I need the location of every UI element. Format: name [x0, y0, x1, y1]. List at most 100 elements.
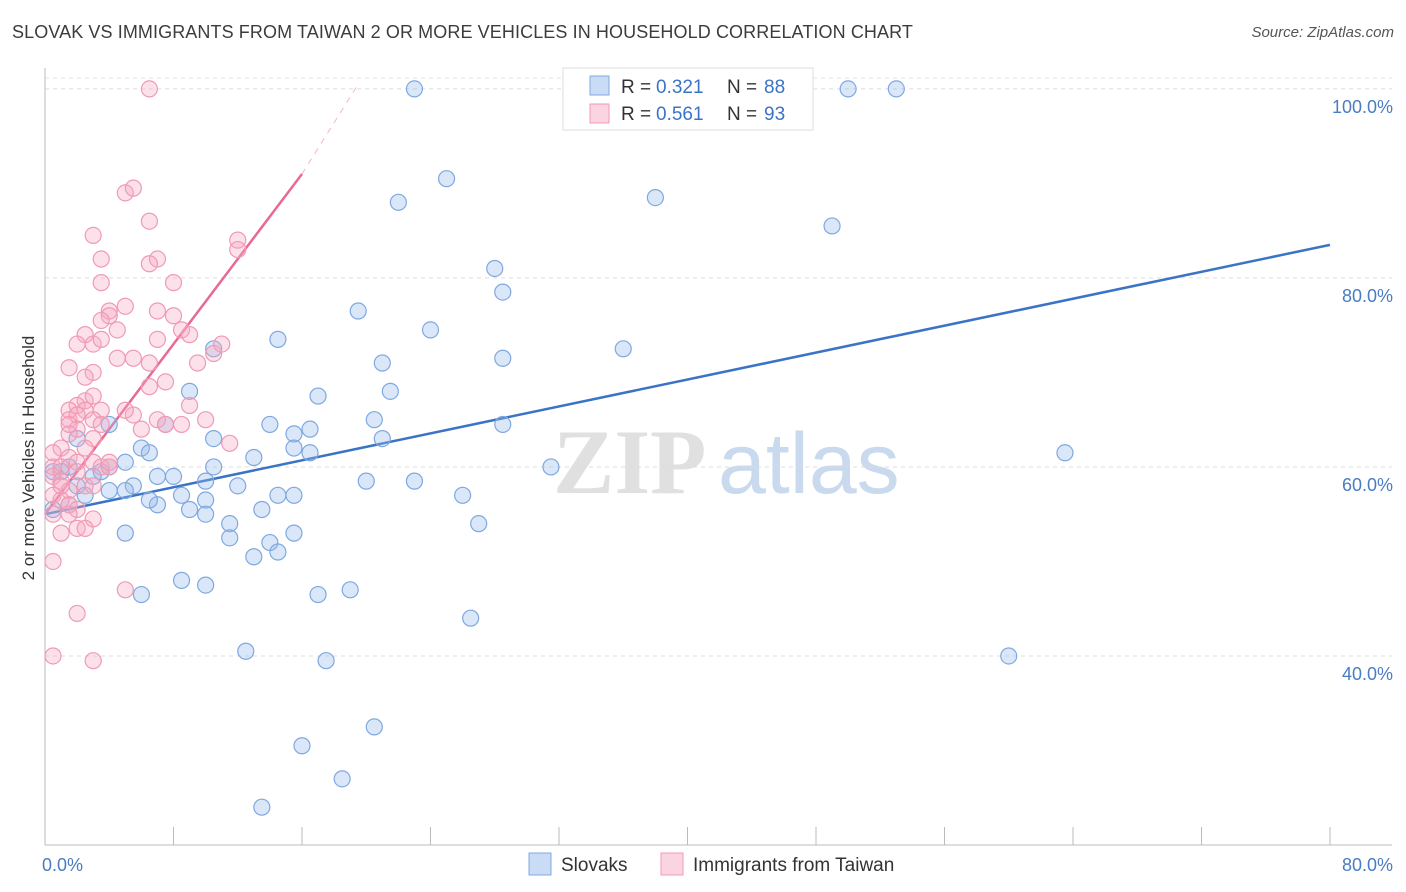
point-s0-54: [172, 486, 191, 504]
point-s0-25: [494, 415, 512, 434]
point-s0-78: [237, 642, 255, 660]
legend-n-label-1: N =: [727, 104, 757, 125]
point-s1-16: [164, 307, 183, 325]
point-s1-15: [100, 307, 118, 325]
point-s1-25: [108, 349, 126, 367]
point-s0-66: [221, 529, 239, 547]
point-s0-16: [180, 382, 199, 400]
point-s1-11: [92, 274, 110, 292]
point-s0-47: [405, 472, 424, 490]
point-s1-89: [213, 335, 231, 353]
point-s1-44: [172, 415, 191, 434]
point-s0-10: [421, 321, 440, 339]
point-s0-46: [357, 472, 375, 490]
point-s1-81: [100, 453, 118, 471]
point-s0-2: [887, 80, 905, 98]
point-s1-69: [60, 505, 78, 523]
point-s0-59: [180, 500, 199, 519]
point-s1-72: [76, 519, 94, 537]
legend-r-value-1: 0.561: [656, 104, 704, 125]
y-tick-label-2: 60.0%: [1342, 475, 1393, 495]
point-s0-12: [614, 340, 632, 358]
point-s1-90: [108, 321, 126, 339]
point-s1-62: [84, 477, 102, 495]
point-s0-82: [333, 770, 351, 788]
point-s1-83: [116, 401, 134, 419]
point-s0-28: [373, 429, 391, 448]
point-s0-67: [116, 524, 134, 542]
point-s1-24: [68, 335, 86, 353]
point-s1-7: [92, 250, 110, 268]
point-s0-7: [486, 259, 504, 278]
point-s1-66: [60, 496, 78, 514]
point-s1-74: [44, 552, 62, 571]
point-s0-70: [269, 543, 287, 561]
point-s0-53: [285, 486, 303, 504]
point-s1-41: [124, 406, 142, 424]
point-s1-3: [140, 212, 159, 230]
point-s0-71: [172, 571, 191, 589]
point-s0-73: [341, 581, 359, 599]
point-s1-32: [76, 392, 94, 410]
point-s0-8: [494, 283, 512, 301]
point-s0-37: [116, 453, 134, 471]
trend-line-0: [44, 243, 1331, 516]
point-s0-11: [269, 330, 287, 348]
point-s1-14: [148, 302, 167, 320]
point-s1-86: [156, 373, 175, 391]
point-s0-69: [245, 548, 263, 566]
y-tick-label-1: 80.0%: [1342, 286, 1393, 306]
y-tick-label-0: 100.0%: [1332, 97, 1393, 117]
point-s1-20: [180, 326, 199, 344]
point-s0-30: [140, 444, 159, 462]
point-s1-91: [84, 387, 102, 405]
y-tick-label-3: 40.0%: [1342, 664, 1393, 684]
point-s1-21: [148, 330, 167, 348]
point-s0-77: [1000, 647, 1018, 665]
point-s0-38: [205, 458, 223, 476]
bottom-legend-slovaks: Slovaks: [561, 855, 628, 876]
point-s1-4: [84, 226, 102, 244]
point-s0-75: [309, 585, 327, 604]
point-s1-79: [52, 477, 70, 495]
chart-source: Source: ZipAtlas.com: [1251, 24, 1394, 41]
watermark-zip: ZIP: [553, 411, 706, 513]
top-legend: R = 0.321 N = 88 R = 0.561 N = 93: [562, 67, 814, 131]
data-points: [44, 80, 1074, 816]
point-s0-22: [285, 425, 303, 443]
point-s0-9: [349, 302, 367, 320]
point-s0-34: [1056, 444, 1074, 462]
point-s0-76: [462, 609, 480, 627]
point-s1-77: [44, 647, 62, 665]
point-s1-87: [188, 354, 207, 372]
point-s1-6: [229, 240, 247, 259]
point-s0-81: [293, 737, 311, 755]
bottom-legend: Slovaks Immigrants from Taiwan: [528, 852, 894, 876]
point-s1-28: [60, 359, 78, 377]
point-s1-85: [197, 411, 215, 429]
point-s1-10: [164, 274, 183, 292]
point-s0-80: [365, 718, 383, 736]
point-s0-14: [205, 340, 223, 358]
point-s0-74: [132, 585, 150, 604]
point-s0-86: [116, 481, 134, 500]
point-s0-87: [229, 477, 247, 495]
point-s1-58: [100, 458, 118, 476]
legend-swatch-taiwan: [589, 103, 610, 124]
bottom-legend-swatch-slovaks: [528, 852, 552, 876]
point-s1-2: [124, 179, 142, 197]
point-s0-31: [285, 439, 303, 457]
point-s0-45: [197, 472, 215, 490]
point-s0-65: [285, 524, 303, 542]
point-s0-0: [405, 80, 424, 98]
point-s0-50: [100, 481, 118, 500]
point-s1-29: [84, 363, 102, 382]
point-s0-62: [197, 505, 215, 523]
point-s1-84: [180, 396, 199, 415]
point-s0-29: [132, 439, 150, 457]
point-s1-1: [116, 184, 134, 202]
point-s1-31: [140, 378, 159, 396]
point-s0-56: [197, 491, 215, 509]
point-s1-76: [68, 604, 86, 623]
